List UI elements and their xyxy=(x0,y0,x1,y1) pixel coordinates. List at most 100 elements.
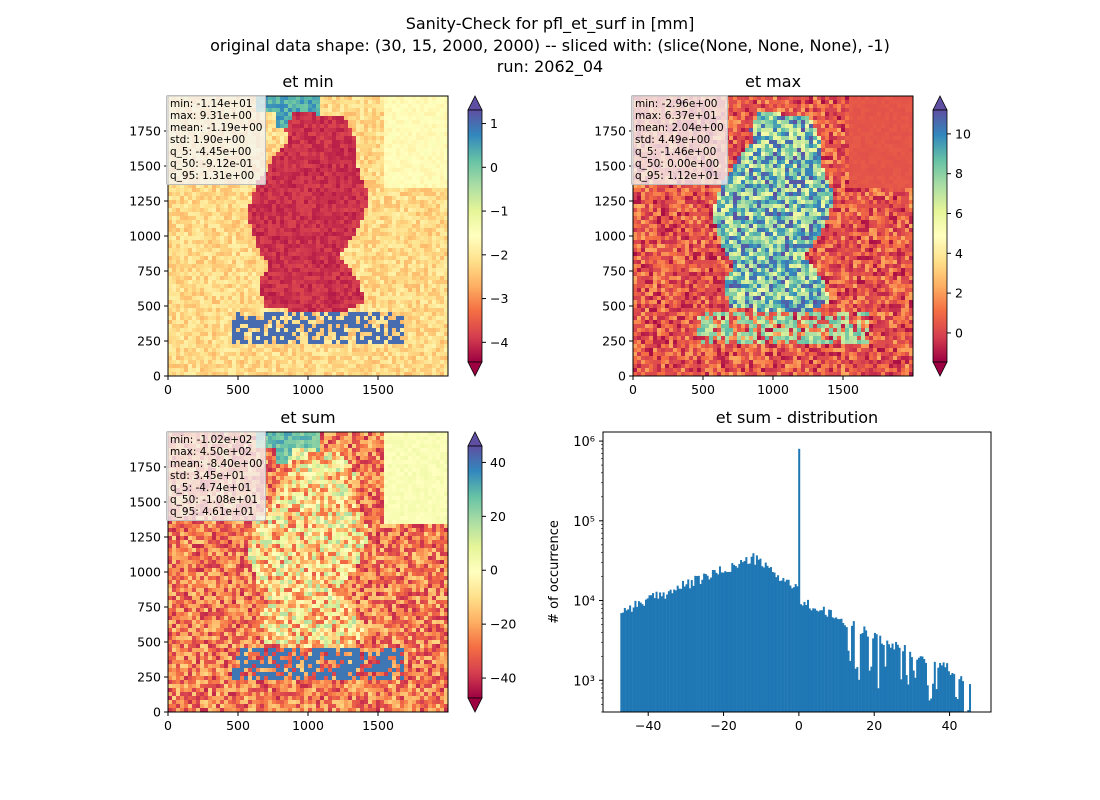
heatmap-cell xyxy=(252,316,257,321)
heatmap-cell xyxy=(276,328,281,333)
heatmap-cell xyxy=(376,148,381,153)
heatmap-cell xyxy=(276,148,281,153)
heatmap-cell xyxy=(356,336,361,341)
heatmap-cell xyxy=(256,184,261,189)
heatmap-cell xyxy=(408,104,413,109)
heatmap-cell xyxy=(348,360,353,365)
heatmap-cell xyxy=(192,368,197,373)
heatmap-cell xyxy=(280,108,285,113)
heatmap-cell xyxy=(184,208,189,213)
heatmap-cell xyxy=(356,200,361,205)
heatmap-cell xyxy=(420,236,425,241)
heatmap-cell xyxy=(180,304,185,309)
heatmap-cell xyxy=(440,356,445,361)
heatmap-cell xyxy=(388,212,393,217)
heatmap-cell xyxy=(440,332,445,337)
heatmap-cell xyxy=(228,360,233,365)
heatmap-cell xyxy=(272,172,277,177)
heatmap-cell xyxy=(340,172,345,177)
heatmap-cell xyxy=(200,320,205,325)
heatmap-cell xyxy=(248,240,253,245)
heatmap-cell xyxy=(408,284,413,289)
heatmap-cell xyxy=(404,100,409,105)
heatmap-cell xyxy=(372,224,377,229)
heatmap-cell xyxy=(316,140,321,145)
heatmap-cell xyxy=(416,220,421,225)
heatmap-cell xyxy=(272,220,277,225)
heatmap-cell xyxy=(204,368,209,373)
heatmap-cell xyxy=(292,340,297,345)
heatmap-cell xyxy=(236,324,241,329)
heatmap-cell xyxy=(352,340,357,345)
heatmap-cell xyxy=(248,360,253,365)
heatmap-cell xyxy=(260,324,265,329)
heatmap-cell xyxy=(300,268,305,273)
heatmap-cell xyxy=(252,284,257,289)
heatmap-cell xyxy=(256,236,261,241)
heatmap-cell xyxy=(292,196,297,201)
heatmap-cell xyxy=(356,344,361,349)
heatmap-cell xyxy=(388,120,393,125)
heatmap-cell xyxy=(296,160,301,165)
heatmap-cell xyxy=(340,276,345,281)
heatmap-cell xyxy=(252,288,257,293)
heatmap-cell xyxy=(176,336,181,341)
heatmap-cell xyxy=(304,164,309,169)
heatmap-cell xyxy=(268,236,273,241)
heatmap-cell xyxy=(180,356,185,361)
heatmap-cell xyxy=(328,360,333,365)
heatmap-cell xyxy=(324,352,329,357)
heatmap-cell xyxy=(260,360,265,365)
heatmap-cell xyxy=(408,332,413,337)
heatmap-cell xyxy=(420,288,425,293)
heatmap-cell xyxy=(232,248,237,253)
heatmap-cell xyxy=(444,120,448,125)
heatmap-cell xyxy=(416,168,421,173)
heatmap-cell xyxy=(268,204,273,209)
heatmap-cell xyxy=(284,296,289,301)
heatmap-cell xyxy=(232,336,237,341)
heatmap-cell xyxy=(252,312,257,317)
heatmap-cell xyxy=(364,212,369,217)
heatmap-cell xyxy=(324,244,329,249)
heatmap-cell xyxy=(336,156,341,161)
heatmap-cell xyxy=(360,164,365,169)
heatmap-cell xyxy=(384,152,389,157)
heatmap-cell xyxy=(248,204,253,209)
heatmap-cell xyxy=(400,192,405,197)
heatmap-cell xyxy=(372,228,377,233)
heatmap-cell xyxy=(180,296,185,301)
heatmap-cell xyxy=(212,272,217,277)
heatmap-cell xyxy=(396,192,401,197)
heatmap-cell xyxy=(300,284,305,289)
heatmap-cell xyxy=(348,236,353,241)
heatmap-cell xyxy=(408,156,413,161)
heatmap-cell xyxy=(364,356,369,361)
heatmap-cell xyxy=(320,132,325,137)
heatmap-cell xyxy=(328,224,333,229)
heatmap-cell xyxy=(364,128,369,133)
heatmap-cell xyxy=(436,220,441,225)
heatmap-cell xyxy=(228,284,233,289)
heatmap-cell xyxy=(176,320,181,325)
heatmap-cell xyxy=(336,192,341,197)
heatmap-cell xyxy=(272,192,277,197)
heatmap-cell xyxy=(272,228,277,233)
heatmap-cell xyxy=(332,236,337,241)
y-tick-label: 1750 xyxy=(129,124,161,139)
heatmap-cell xyxy=(372,308,377,313)
heatmap-cell xyxy=(244,288,249,293)
heatmap-cell xyxy=(408,316,413,321)
heatmap-cell xyxy=(228,256,233,261)
heatmap-cell xyxy=(300,320,305,325)
heatmap-cell xyxy=(176,204,181,209)
heatmap-cell xyxy=(372,160,377,165)
heatmap-cell xyxy=(328,244,333,249)
heatmap-cell xyxy=(408,184,413,189)
heatmap-cell xyxy=(200,204,205,209)
heatmap-cell xyxy=(420,124,425,129)
heatmap-cell xyxy=(849,96,854,101)
heatmap-cell xyxy=(224,320,229,325)
heatmap-cell xyxy=(272,120,277,125)
heatmap-cell xyxy=(268,364,273,369)
